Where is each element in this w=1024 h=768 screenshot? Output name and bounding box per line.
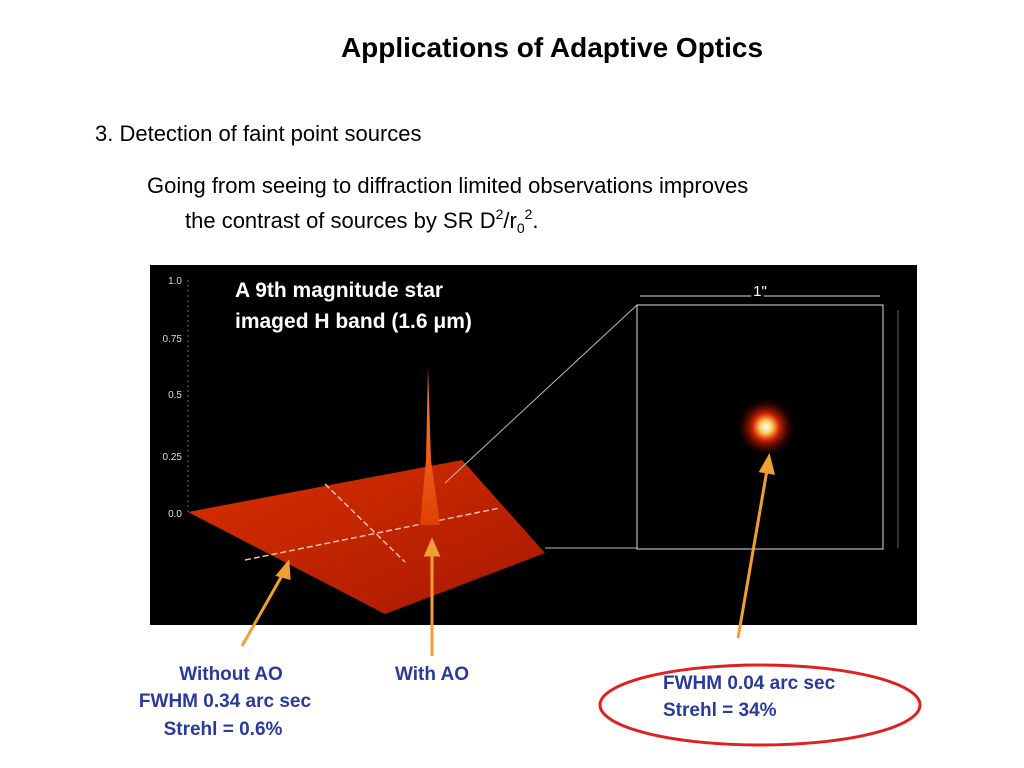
body-text: the contrast of sources by SR D — [185, 208, 496, 233]
grid-line — [324, 483, 406, 563]
axis-label: 0.75 — [163, 334, 183, 345]
arrow — [736, 469, 769, 639]
section-heading: 3. Detection of faint point sources — [95, 121, 422, 146]
star-image — [736, 397, 796, 457]
superscript: 2 — [525, 206, 533, 222]
figure-caption: imaged H band (1.6 μm) — [235, 310, 472, 333]
psf-peak — [420, 368, 440, 525]
body-text: /r — [503, 208, 516, 233]
annotation: FWHM 0.04 arc sec — [663, 673, 836, 694]
axis: 1.0 0.75 0.5 0.25 0.0 — [163, 276, 189, 520]
arrow — [240, 571, 286, 647]
annotation: With AO — [395, 664, 469, 685]
arrowhead — [275, 559, 291, 581]
annotation: Strehl = 0.6% — [164, 719, 283, 740]
surface-plane — [188, 460, 545, 614]
scale-label: 1" — [753, 283, 767, 300]
body-text: . — [532, 208, 538, 233]
arrowhead — [758, 453, 776, 475]
annotation: FWHM 0.34 arc sec — [139, 691, 312, 712]
arrowhead — [423, 537, 441, 557]
arrows — [240, 453, 776, 656]
annotation: Without AO — [179, 664, 283, 685]
highlight-ellipse — [598, 663, 922, 747]
axis-label: 1.0 — [168, 276, 182, 287]
grid-line — [244, 507, 501, 561]
body-line: Going from seeing to diffraction limited… — [147, 173, 748, 198]
annotation: Strehl = 34% — [663, 700, 777, 721]
axis-label: 0.5 — [168, 390, 182, 401]
slide-title: Applications of Adaptive Optics — [341, 32, 763, 63]
body-line: the contrast of sources by SR D2/r02. — [185, 206, 539, 236]
zoom-line — [444, 304, 638, 484]
figure-caption: A 9th magnitude star — [235, 279, 443, 302]
superscript: 2 — [496, 206, 504, 222]
axis-label: 0.25 — [163, 452, 183, 463]
subscript: 0 — [517, 220, 525, 236]
axis-label: 0.0 — [168, 509, 182, 520]
